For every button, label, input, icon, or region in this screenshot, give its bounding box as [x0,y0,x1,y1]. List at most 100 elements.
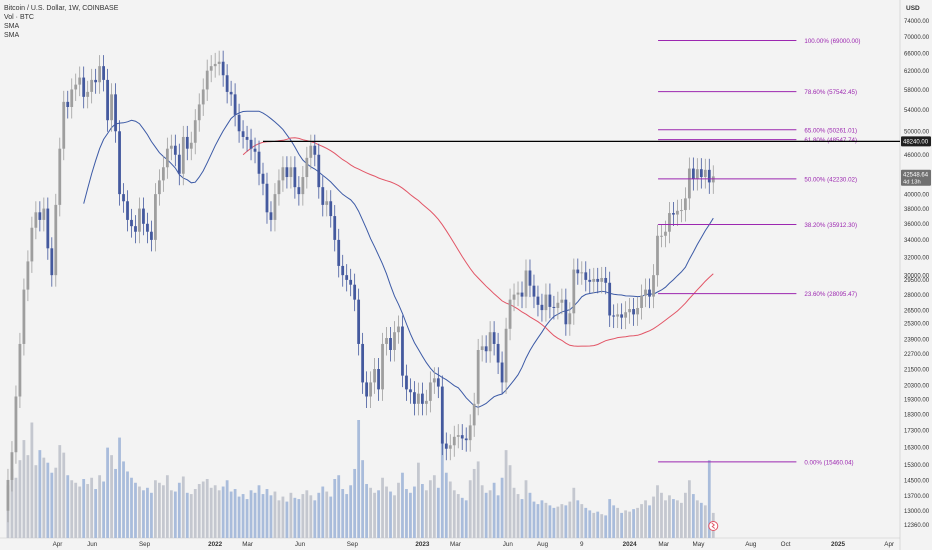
volume-bar [173,491,177,538]
candle-body [94,79,98,83]
volume-bar [333,479,337,538]
candle-body [397,326,400,333]
candle-body [110,94,113,121]
volume-bar [74,482,78,538]
volume-bar [409,492,412,538]
candle-body [321,187,325,205]
candle-body [86,91,90,97]
candle-body [687,168,691,199]
volume-bar [257,485,261,538]
volume-bar [229,491,233,538]
candle-body [46,208,50,249]
candle-body [205,70,209,90]
candle-body [74,84,78,90]
volume-bar [672,499,675,538]
volume-bar [154,480,157,538]
candle-body [540,304,544,311]
candle-body [516,292,520,295]
volume-bar [233,489,237,538]
volume-bar [26,455,30,538]
hline-price-badge [901,136,931,147]
volume-bar [695,500,699,538]
volume-bar [38,450,42,538]
volume-bar [472,468,476,538]
volume-bar [349,485,353,538]
candle-body [26,261,30,290]
candle-body [580,272,584,274]
volume-bar [277,500,281,538]
volume-bar [373,492,376,538]
volume-bar [580,504,584,538]
candle-body [476,350,480,404]
volume-bar [269,495,273,538]
price-tick-label: 62000.00 [904,69,930,75]
volume-bar [687,480,691,538]
volume-bar [424,490,428,538]
candle-body [660,235,663,237]
fib-level-label: 100.00% (69000.00) [804,38,860,45]
candle-body [676,210,679,215]
volume-bar [285,501,289,538]
candle-body [237,114,241,132]
volume-bar [90,477,94,538]
volume-bar [456,494,460,538]
candle-body [640,295,643,308]
candle-body [576,269,580,274]
candle-body [261,173,265,184]
volume-bar [504,450,508,538]
candle-body [417,393,420,404]
candle-body [201,89,205,105]
candle-body [413,392,416,404]
candle-body [552,306,556,308]
volume-bar [405,489,408,538]
volume-bar [18,460,22,538]
volume-bar [512,487,516,538]
candle-body [584,272,588,280]
volume-bar [50,472,54,538]
candle-body [245,136,249,140]
candle-body [536,296,540,305]
price-tick-label: 66000.00 [904,51,930,57]
volume-bar [66,475,70,538]
candle-body [528,270,532,286]
candle-body [90,79,94,92]
candle-body [568,313,572,325]
price-tick-label: 54000.00 [904,108,930,114]
candle-body [289,167,293,178]
volume-bar [548,505,552,538]
time-tick-label: Apr [884,541,894,548]
volume-bar [177,482,181,538]
candle-body [18,343,22,397]
volume-bar [289,492,293,538]
volume-bar [652,496,655,538]
volume-bar [114,468,117,538]
volume-bar [14,477,18,538]
candle-body [683,198,687,211]
volume-bar [413,486,416,538]
time-tick-label: Sep [347,541,359,548]
candle-body [185,136,189,149]
candle-body [532,285,536,297]
sma-line-long [242,137,714,347]
volume-bar [357,420,361,538]
price-tick-label: 14500.00 [904,478,930,484]
volume-bar [401,472,404,538]
candle-body [460,435,464,439]
candle-body [703,169,707,178]
volume-bar [572,487,576,538]
candle-body [142,208,145,224]
volume-bar [576,500,580,538]
volume-bar [341,489,345,538]
current-price-badge [901,169,931,186]
candle-body [62,101,66,149]
volume-bar [564,505,568,538]
candle-body [436,378,440,387]
candle-body [588,279,592,282]
candle-body [217,61,221,64]
volume-bar [536,504,540,538]
candle-body [572,269,576,314]
candle-body [608,282,612,316]
price-tick-label: 30000.00 [904,273,930,279]
volume-bar [189,494,193,538]
